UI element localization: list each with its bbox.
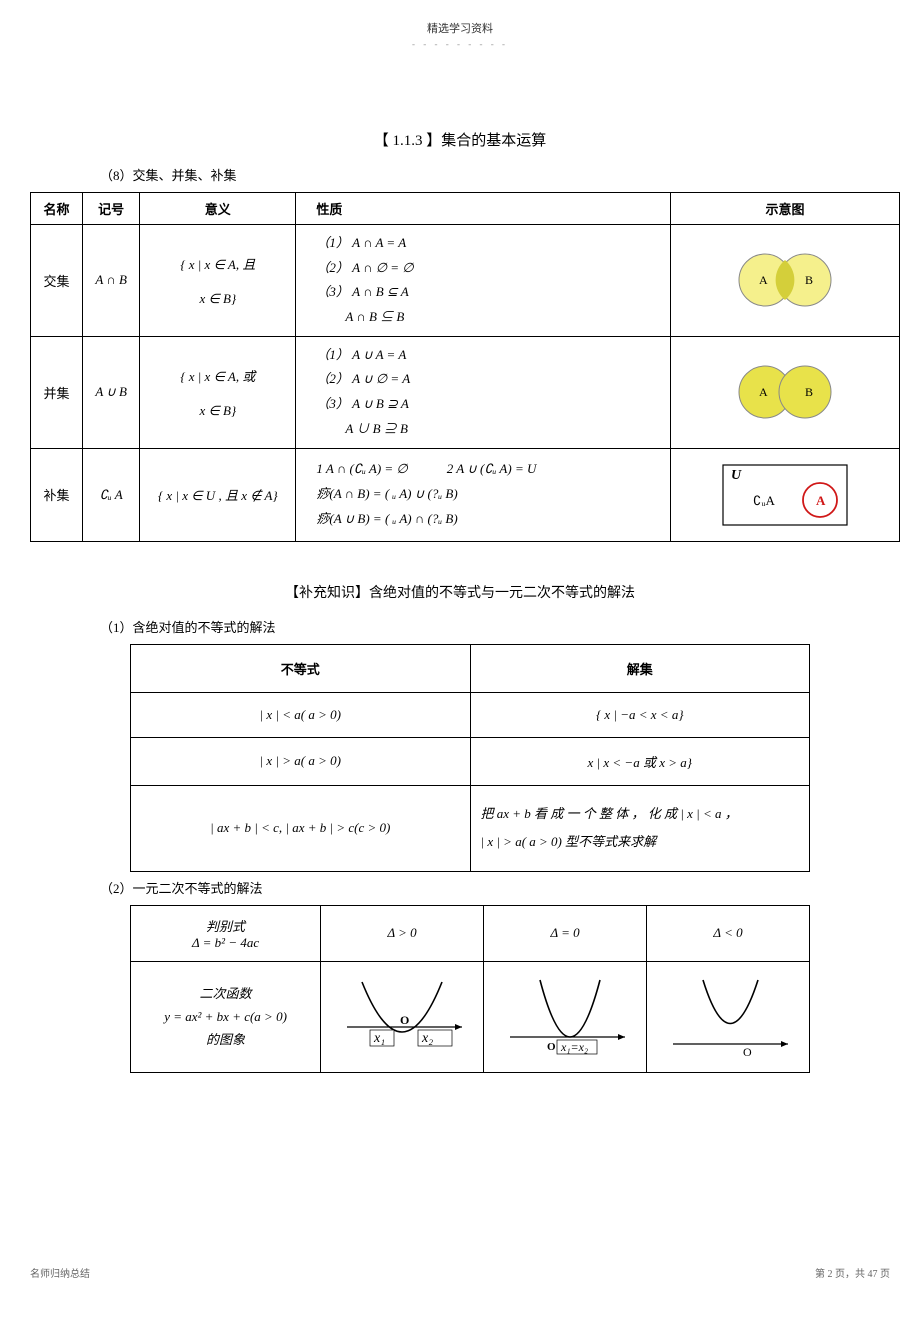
ineq-1-l: | x | < a( a > 0) — [131, 692, 471, 737]
prop: （3） A ∪ B ⊇ A — [316, 392, 662, 417]
part2-title: （2）一元二次不等式的解法 — [100, 878, 890, 897]
ineq-2-l: | x | > a( a > 0) — [131, 737, 471, 785]
th-symbol: 记号 — [83, 193, 140, 225]
footer-right: 第 2 页，共 47 页 — [815, 1265, 890, 1280]
svg-text:x₁: x₁ — [373, 1031, 385, 1046]
meaning-line2: x ∈ B} — [148, 291, 287, 307]
parabola-one-root-icon: O x₁=x₂ — [495, 972, 635, 1062]
prop: A ∩ B ⊆ B — [316, 305, 662, 330]
set-operations-table: 名称 记号 意义 性质 示意图 交集 A ∩ B { x | x ∈ A, 且 … — [30, 192, 900, 542]
row-intersection-name: 交集 — [31, 225, 83, 337]
o-label: O — [743, 1045, 752, 1059]
label-a: A — [759, 385, 768, 399]
prop: 1 A ∩ (∁ᵤ A) = ∅ 2 A ∪ (∁ᵤ A) = U — [316, 457, 662, 482]
th-name: 名称 — [31, 193, 83, 225]
part1-title: （1）含绝对值的不等式的解法 — [100, 617, 890, 636]
meaning-line2: x ∈ B} — [148, 403, 287, 419]
row-intersection-venn: A B — [671, 225, 900, 337]
ineq-1-r: { x | −a < x < a} — [470, 692, 810, 737]
row-intersection-meaning: { x | x ∈ A, 且 x ∈ B} — [140, 225, 296, 337]
th-diagram: 示意图 — [671, 193, 900, 225]
th-inequality: 不等式 — [131, 644, 471, 692]
row-intersection-symbol: A ∩ B — [83, 225, 140, 337]
quadratic-func-label: 二次函数 y = ax² + bx + c(a > 0) 的图象 — [131, 961, 321, 1072]
o-label: O — [547, 1041, 556, 1053]
prop: （2） A ∩ ∅ = ∅ — [316, 256, 662, 281]
discriminant-label: 判别式 Δ = b² − 4ac — [131, 905, 321, 961]
supplement-title: 【补充知识】含绝对值的不等式与一元二次不等式的解法 — [30, 582, 890, 602]
parabola-eq0: O x₁=x₂ — [484, 961, 647, 1072]
prop: 痧(A ∩ B) = ( ᵤ A) ∪ (?ᵤ B) — [316, 482, 662, 507]
th-props: 性质 — [296, 193, 671, 225]
row-complement-venn: U ∁ᵤA A — [671, 448, 900, 541]
prop: （3） A ∩ B ⊆ A — [316, 280, 662, 305]
th-solution: 解集 — [470, 644, 810, 692]
row-union-name: 并集 — [31, 336, 83, 448]
ineq-2-r: x | x < −a 或 x > a} — [470, 737, 810, 785]
section-title: 【 1.1.3 】集合的基本运算 — [30, 129, 890, 150]
svg-text:x₂: x₂ — [421, 1031, 433, 1046]
prop: （1） A ∩ A = A — [316, 231, 662, 256]
label-a: A — [816, 493, 826, 508]
x1x2-label: x₁=x₂ — [560, 1040, 588, 1054]
label-a: A — [759, 273, 768, 287]
label-u: U — [731, 468, 742, 483]
prop: 痧(A ∪ B) = ( ᵤ A) ∩ (?ᵤ B) — [316, 507, 662, 532]
row-union-venn: A B — [671, 336, 900, 448]
quadratic-inequality-table: 判别式 Δ = b² − 4ac Δ > 0 Δ = 0 Δ < 0 二次函数 … — [130, 905, 810, 1073]
venn-complement-icon: U ∁ᵤA A — [705, 455, 865, 535]
row-union-symbol: A ∪ B — [83, 336, 140, 448]
subsection-8: （8）交集、并集、补集 — [100, 165, 890, 184]
meaning-line1: { x | x ∈ A, 或 — [148, 366, 287, 385]
label-b: B — [805, 273, 813, 287]
label-cua: ∁ᵤA — [753, 493, 776, 508]
delta-lt-0: Δ < 0 — [647, 905, 810, 961]
row-complement-meaning: { x | x ∈ U , 且 x ∉ A} — [140, 448, 296, 541]
th-meaning: 意义 — [140, 193, 296, 225]
abs-inequality-table: 不等式 解集 | x | < a( a > 0) { x | −a < x < … — [130, 644, 810, 872]
ineq-3-r: 把 ax + b 看 成 一 个 整 体 ， 化 成 | x | < a ， |… — [470, 785, 810, 871]
footer-left: 名师归纳总结 — [30, 1265, 90, 1280]
venn-union-icon: A B — [705, 357, 865, 427]
header-watermark: 精选学习资料 — [30, 20, 890, 36]
parabola-no-root-icon: O — [658, 972, 798, 1062]
ineq-3-l: | ax + b | < c, | ax + b | > c(c > 0) — [131, 785, 471, 871]
row-complement-name: 补集 — [31, 448, 83, 541]
row-union-props: （1） A ∪ A = A （2） A ∪ ∅ = A （3） A ∪ B ⊇ … — [296, 336, 671, 448]
delta-gt-0: Δ > 0 — [321, 905, 484, 961]
parabola-gt0: x₁ O x₂ x₂ x₁ — [321, 961, 484, 1072]
prop: （2） A ∪ ∅ = A — [316, 367, 662, 392]
parabola-lt0: O — [647, 961, 810, 1072]
header-dots: - - - - - - - - - — [30, 39, 890, 49]
label-b: B — [805, 385, 813, 399]
delta-eq-0: Δ = 0 — [484, 905, 647, 961]
parabola-two-roots-icon: x₁ O x₂ x₂ x₁ — [332, 972, 472, 1062]
row-complement-props: 1 A ∩ (∁ᵤ A) = ∅ 2 A ∪ (∁ᵤ A) = U 痧(A ∩ … — [296, 448, 671, 541]
prop: （1） A ∪ A = A — [316, 343, 662, 368]
venn-intersection-icon: A B — [705, 245, 865, 315]
prop: A ∪ B ⊇ B — [316, 417, 662, 442]
o-label: O — [400, 1013, 409, 1027]
row-union-meaning: { x | x ∈ A, 或 x ∈ B} — [140, 336, 296, 448]
row-complement-symbol: ∁ᵤ A — [83, 448, 140, 541]
row-intersection-props: （1） A ∩ A = A （2） A ∩ ∅ = ∅ （3） A ∩ B ⊆ … — [296, 225, 671, 337]
meaning-line1: { x | x ∈ A, 且 — [148, 254, 287, 273]
